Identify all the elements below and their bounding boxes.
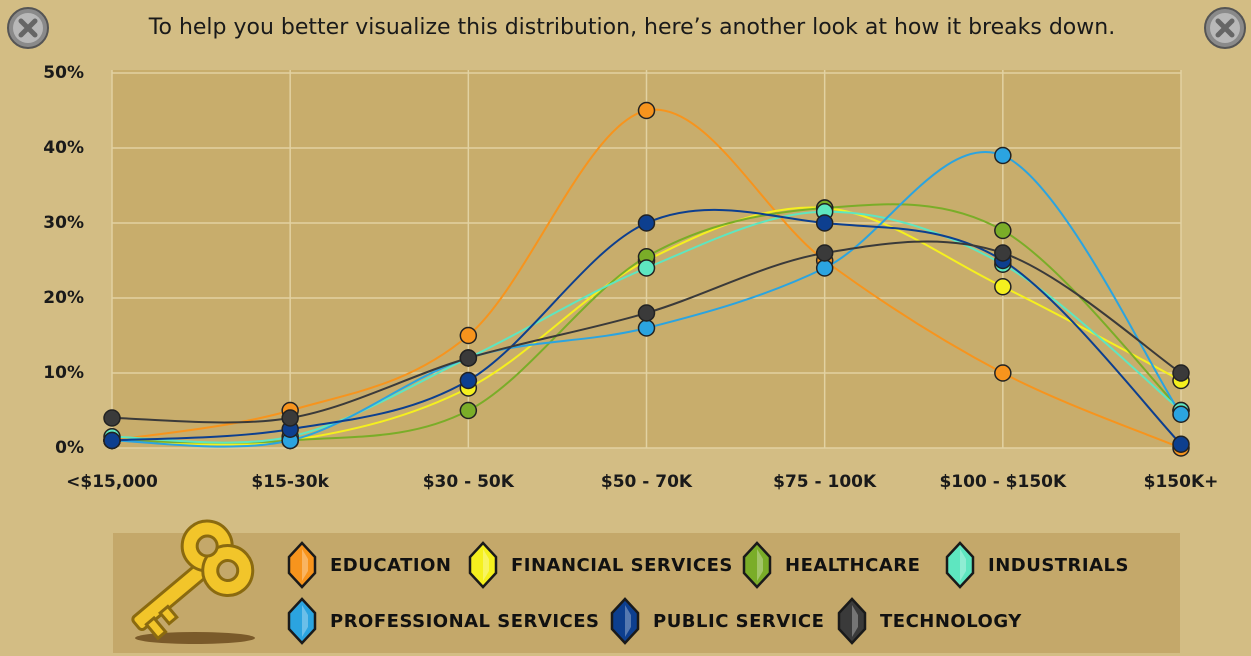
- data-point: [1173, 365, 1189, 381]
- data-point: [639, 260, 655, 276]
- data-point: [639, 103, 655, 119]
- data-point: [282, 410, 298, 426]
- data-point: [460, 350, 476, 366]
- data-point: [104, 410, 120, 426]
- data-point: [817, 215, 833, 231]
- data-point: [1173, 436, 1189, 452]
- x-tick-label: <$15,000: [66, 472, 158, 492]
- y-tick-label: 0%: [55, 438, 84, 458]
- legend-label: HEALTHCARE: [785, 555, 920, 576]
- x-tick-label: $75 - 100K: [773, 472, 877, 492]
- x-tick-label: $15-30k: [251, 472, 329, 492]
- data-point: [460, 403, 476, 419]
- data-point: [1173, 406, 1189, 422]
- data-point: [104, 433, 120, 449]
- data-point: [639, 215, 655, 231]
- x-tick-label: $30 - 50K: [423, 472, 515, 492]
- close-button-left[interactable]: [8, 8, 48, 48]
- data-point: [995, 279, 1011, 295]
- data-point: [817, 245, 833, 261]
- legend-label: FINANCIAL SERVICES: [511, 555, 733, 576]
- x-tick-label: $50 - 70K: [601, 472, 693, 492]
- chart-title: To help you better visualize this distri…: [148, 15, 1115, 40]
- legend-panel: [113, 533, 1180, 653]
- data-point: [460, 373, 476, 389]
- data-point: [639, 320, 655, 336]
- y-tick-label: 10%: [43, 363, 84, 383]
- y-tick-label: 50%: [43, 63, 84, 83]
- legend-label: PUBLIC SERVICE: [653, 611, 824, 632]
- data-point: [995, 365, 1011, 381]
- y-tick-label: 30%: [43, 213, 84, 233]
- y-tick-label: 40%: [43, 138, 84, 158]
- data-point: [995, 148, 1011, 164]
- data-point: [995, 223, 1011, 239]
- x-tick-label: $150K+: [1144, 472, 1219, 492]
- data-point: [995, 245, 1011, 261]
- legend-label: INDUSTRIALS: [988, 555, 1129, 576]
- legend-label: PROFESSIONAL SERVICES: [330, 611, 600, 632]
- legend-label: TECHNOLOGY: [880, 611, 1022, 632]
- data-point: [817, 260, 833, 276]
- legend-label: EDUCATION: [330, 555, 451, 576]
- data-point: [639, 305, 655, 321]
- y-tick-label: 20%: [43, 288, 84, 308]
- screen: To help you better visualize this distri…: [0, 0, 1251, 656]
- page: To help you better visualize this distri…: [0, 0, 1251, 656]
- close-button-right[interactable]: [1205, 8, 1245, 48]
- data-point: [460, 328, 476, 344]
- x-tick-label: $100 - $150K: [939, 472, 1067, 492]
